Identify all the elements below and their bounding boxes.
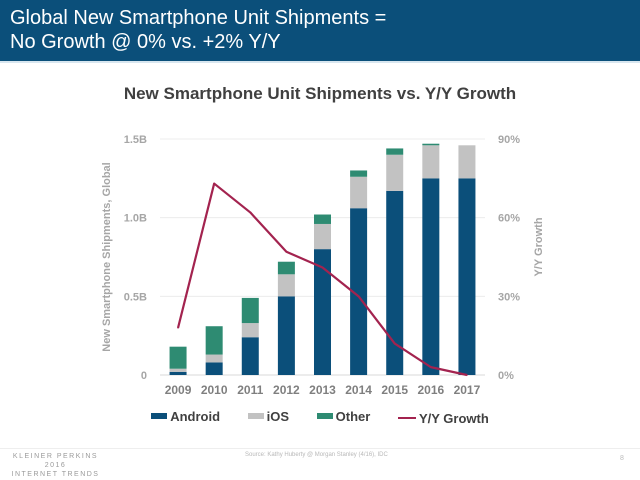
x-tick-label: 2012 [273, 383, 300, 397]
growth-point [285, 250, 288, 253]
bar-android [277, 296, 295, 375]
chart-title: New Smartphone Unit Shipments vs. Y/Y Gr… [123, 84, 517, 103]
slide-header: Global New Smartphone Unit Shipments = N… [0, 0, 640, 61]
other-swatch [316, 413, 333, 419]
android-swatch [151, 413, 168, 419]
footer-logo: KLEINER PERKINS 2016 INTERNET TRENDS [8, 452, 103, 479]
slide-title: Global New Smartphone Unit Shipments = N… [10, 7, 387, 53]
growth-line-layer [176, 182, 468, 377]
bar-ios [350, 176, 368, 209]
legend-android: Android [151, 409, 220, 424]
bar-android [314, 249, 331, 375]
y2-axis-label: Y/Y Growth [533, 217, 545, 276]
growth-swatch [397, 417, 416, 419]
bar-ios [277, 274, 295, 297]
y2-tick-label: 0% [498, 370, 514, 382]
x-tick-label: 2014 [345, 383, 372, 397]
bar-other [169, 346, 187, 369]
bar-android [205, 362, 223, 375]
legend-label: Other [335, 408, 371, 424]
bar-ios [205, 354, 223, 363]
bar-other [422, 143, 440, 146]
x-tick-label: 2015 [381, 383, 408, 397]
axes: 0 0.5B 1.0B 1.5B 0% 30% 60% 90% New Smartphone S… [101, 134, 545, 397]
bar-other [241, 297, 259, 324]
bar-android [241, 337, 259, 375]
bar-other [350, 170, 368, 177]
growth-point [249, 211, 252, 214]
y2-tick-label: 90% [498, 134, 520, 146]
y-axis-label: New Smartphone Shipments, Global [101, 162, 113, 351]
source-note: Source: Kathy Huberty @ Morgan Stanley (… [245, 452, 388, 458]
x-tick-label: 2016 [417, 383, 444, 397]
bar-ios [386, 154, 404, 191]
bar-android [458, 178, 476, 375]
y-tick-label: 1.5B [124, 134, 147, 146]
x-tick-label: 2017 [454, 383, 481, 397]
bar-ios [422, 145, 440, 179]
logo-line-3: INTERNET TRENDS [11, 471, 100, 478]
bar-ios [458, 145, 476, 179]
bar-android [386, 190, 404, 375]
growth-point [430, 366, 432, 368]
x-tick-label: 2009 [165, 383, 192, 397]
bar-other [205, 326, 223, 355]
legend-label: iOS [266, 408, 290, 424]
header-divider [0, 61, 640, 63]
growth-point [466, 374, 468, 376]
bar-ios [169, 368, 187, 372]
bar-other [314, 214, 331, 224]
legend: Android iOS Other Y/Y Growth [0, 407, 640, 426]
y-tick-label: 0 [141, 370, 147, 382]
legend-label: Android [170, 408, 221, 424]
bar-ios [241, 323, 259, 338]
bar-android [350, 208, 368, 375]
bar-android [422, 178, 440, 375]
ios-swatch [247, 413, 264, 419]
legend-label: Y/Y Growth [418, 410, 489, 426]
growth-point [213, 182, 215, 185]
legend-growth: Y/Y Growth [397, 410, 489, 426]
logo-line-1: KLEINER PERKINS [12, 453, 99, 460]
y-tick-label: 1.0B [124, 213, 147, 225]
growth-point [321, 266, 324, 269]
y2-tick-label: 30% [498, 291, 520, 303]
bar-android [169, 371, 187, 375]
footer-divider [0, 448, 640, 449]
growth-point [357, 295, 360, 298]
page-number: 8 [620, 455, 624, 462]
x-tick-label: 2013 [309, 383, 336, 397]
bars [169, 143, 476, 375]
y-tick-label: 0.5B [124, 291, 147, 303]
x-tick-label: 2010 [201, 383, 228, 397]
growth-point [393, 342, 396, 345]
legend-other: Other [316, 408, 371, 424]
logo-line-2: 2016 [44, 462, 67, 469]
bar-other [277, 261, 295, 275]
bar-other [386, 148, 404, 155]
y2-tick-label: 60% [498, 213, 520, 225]
bar-ios [314, 223, 331, 250]
legend-ios: iOS [247, 408, 290, 424]
x-tick-label: 2011 [237, 383, 263, 397]
growth-point [177, 327, 179, 329]
